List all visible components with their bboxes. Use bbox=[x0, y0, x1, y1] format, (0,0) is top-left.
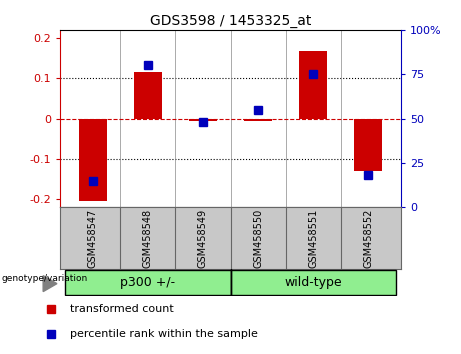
Text: genotype/variation: genotype/variation bbox=[1, 274, 88, 283]
FancyBboxPatch shape bbox=[65, 270, 230, 295]
Text: p300 +/-: p300 +/- bbox=[120, 276, 176, 289]
Bar bbox=[244, 119, 272, 121]
FancyBboxPatch shape bbox=[230, 270, 396, 295]
Bar bbox=[355, 119, 382, 171]
Text: GSM458547: GSM458547 bbox=[88, 209, 98, 268]
Bar bbox=[134, 72, 162, 119]
Text: GSM458548: GSM458548 bbox=[143, 209, 153, 268]
Text: transformed count: transformed count bbox=[70, 304, 173, 314]
Text: GSM458550: GSM458550 bbox=[253, 209, 263, 268]
Title: GDS3598 / 1453325_at: GDS3598 / 1453325_at bbox=[150, 14, 311, 28]
Bar bbox=[79, 119, 106, 201]
Text: GSM458549: GSM458549 bbox=[198, 209, 208, 268]
Polygon shape bbox=[43, 276, 57, 292]
Text: GSM458552: GSM458552 bbox=[363, 209, 373, 268]
Text: percentile rank within the sample: percentile rank within the sample bbox=[70, 329, 258, 339]
Text: wild-type: wild-type bbox=[284, 276, 342, 289]
Bar bbox=[189, 119, 217, 121]
Text: GSM458551: GSM458551 bbox=[308, 209, 318, 268]
Bar bbox=[299, 51, 327, 119]
